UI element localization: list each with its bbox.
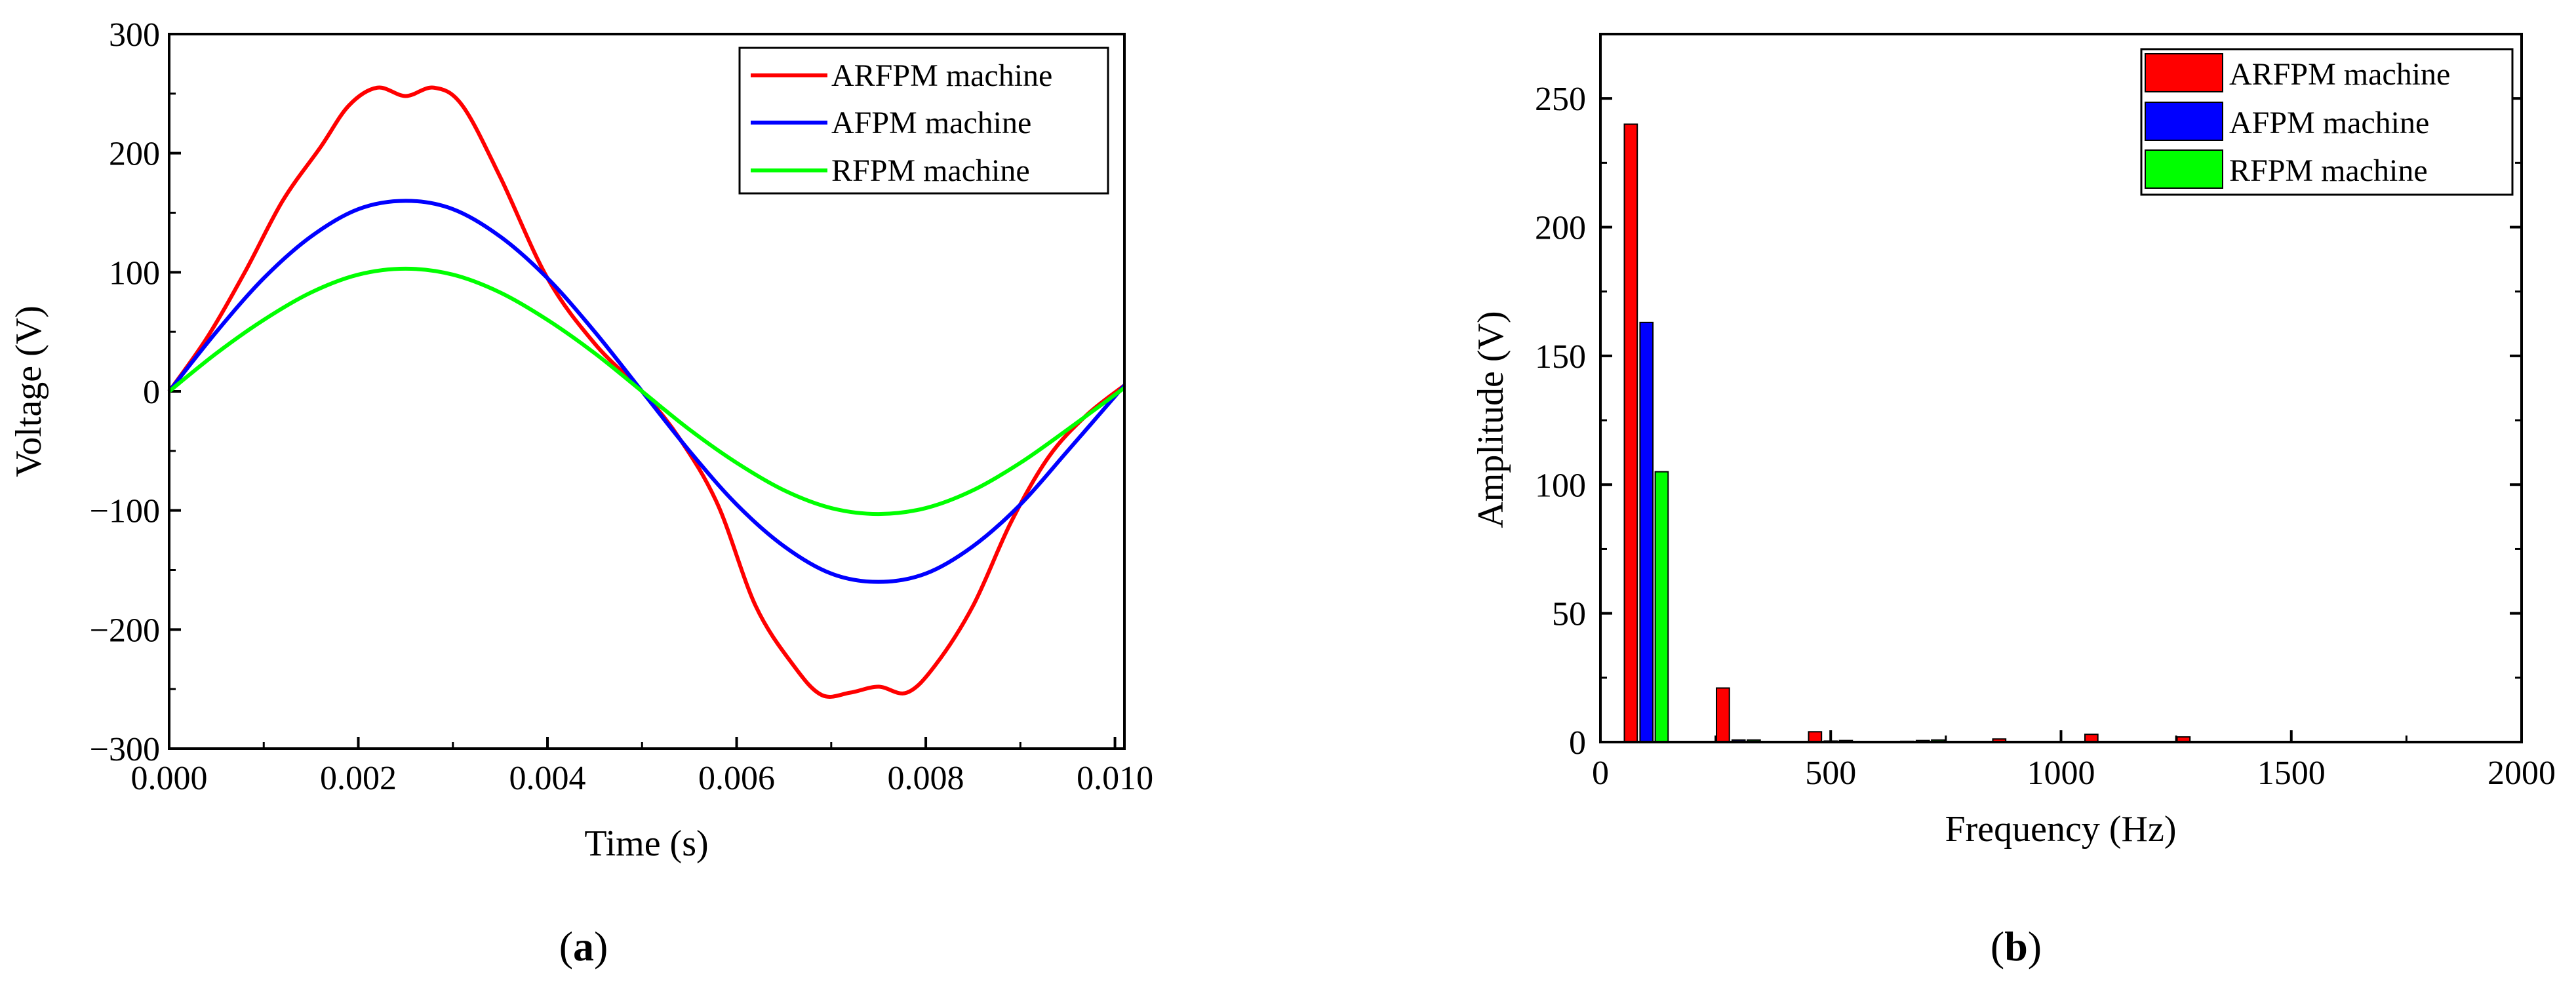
a-legend: ARFPM machine AFPM machine RFPM machine (738, 47, 1109, 195)
a-x-tick-label: 0.000 (131, 760, 208, 797)
b-x-tick-label: 500 (1805, 755, 1856, 792)
b-y-tick-labels: 0 50 100 150 200 250 (1535, 81, 1586, 762)
a-x-tick-label: 0.004 (509, 760, 586, 797)
b-legend-label-arfpm: ARFPM machine (2229, 57, 2450, 92)
b-legend-swatch-arfpm (2145, 53, 2223, 92)
panel-a-open: ( (559, 923, 573, 970)
b-y-tick-label: 250 (1535, 81, 1586, 118)
a-y-tick-label: −200 (90, 612, 160, 649)
b-bar-afpm (1639, 321, 1654, 743)
a-series-line-rfpm (168, 266, 1126, 517)
b-legend: ARFPM machine AFPM machine RFPM machine (2140, 48, 2514, 196)
b-y-tick-label: 200 (1535, 210, 1586, 247)
panel-b-letter: b (2004, 923, 2028, 970)
a-x-tick-label: 0.006 (698, 760, 775, 797)
panel-a-letter: a (573, 923, 594, 970)
b-x-tick-labels: 0 500 1000 1500 2000 (1592, 755, 2556, 792)
b-x-tick-label: 1500 (2257, 755, 2326, 792)
b-legend-swatch-rfpm (2145, 149, 2223, 189)
b-x-tick-label: 0 (1592, 755, 1609, 792)
a-x-tick-label: 0.008 (888, 760, 964, 797)
panel-b-open: ( (1991, 923, 2004, 970)
a-x-tick-label: 0.002 (320, 760, 397, 797)
a-y-tick-label: 0 (143, 374, 160, 411)
a-y-tick-label: −300 (90, 731, 160, 768)
panel-a-close: ) (594, 923, 608, 970)
a-series-line-afpm (167, 199, 1126, 584)
b-x-tick-label: 1000 (2027, 755, 2095, 792)
b-y-tick-label: 0 (1569, 724, 1586, 762)
b-y-axis-title: Amplitude (V) (1471, 311, 1511, 528)
voltage-time-chart: 0.000 0.002 0.004 0.006 0.008 0.010 −300−200−… (9, 16, 1153, 864)
b-y-tick-label: 100 (1535, 467, 1586, 504)
b-bar-rfpm (1654, 471, 1669, 743)
b-x-tick-label: 2000 (2487, 755, 2556, 792)
a-legend-label-rfpm: RFPM machine (831, 153, 1030, 188)
a-series-lines (167, 85, 1126, 699)
b-x-axis-title: Frequency (Hz) (1945, 809, 2177, 850)
b-legend-label-rfpm: RFPM machine (2229, 153, 2428, 188)
panel-label-b: (b) (1991, 923, 2042, 970)
b-bar-arfpm (1808, 731, 1823, 743)
b-legend-label-afpm: AFPM machine (2229, 106, 2429, 140)
b-y-tick-label: 50 (1552, 596, 1586, 633)
b-plot-frame (1599, 33, 2523, 743)
a-y-tick-labels: −300 −200 −100 0 100 200 300 (90, 16, 160, 768)
a-legend-label-arfpm: ARFPM machine (831, 58, 1052, 93)
b-legend-swatch-afpm (2145, 102, 2223, 141)
a-legend-label-afpm: AFPM machine (831, 106, 1031, 140)
a-y-tick-label: 200 (109, 136, 160, 173)
a-y-tick-label: 100 (109, 254, 160, 292)
a-plot-frame (168, 33, 1126, 750)
a-x-axis-title: Time (s) (584, 823, 708, 864)
b-y-tick-label: 150 (1535, 338, 1586, 376)
a-y-tick-label: −100 (90, 493, 160, 530)
b-bars (1623, 123, 2222, 743)
a-x-tick-labels: 0.000 0.002 0.004 0.006 0.008 0.010 (131, 760, 1154, 797)
b-bar-arfpm (1716, 687, 1730, 743)
amplitude-frequency-chart: 0 500 1000 1500 2000 0 50 100 150 200 250 Frequen… (1471, 33, 2556, 850)
panel-b-close: ) (2028, 923, 2042, 970)
a-x-tick-label: 0.010 (1077, 760, 1153, 797)
a-y-axis-title: Voltage (V) (9, 305, 49, 477)
a-y-tick-label: 300 (109, 16, 160, 54)
panel-label-a: (a) (559, 923, 608, 970)
b-bar-arfpm (1623, 123, 1638, 743)
